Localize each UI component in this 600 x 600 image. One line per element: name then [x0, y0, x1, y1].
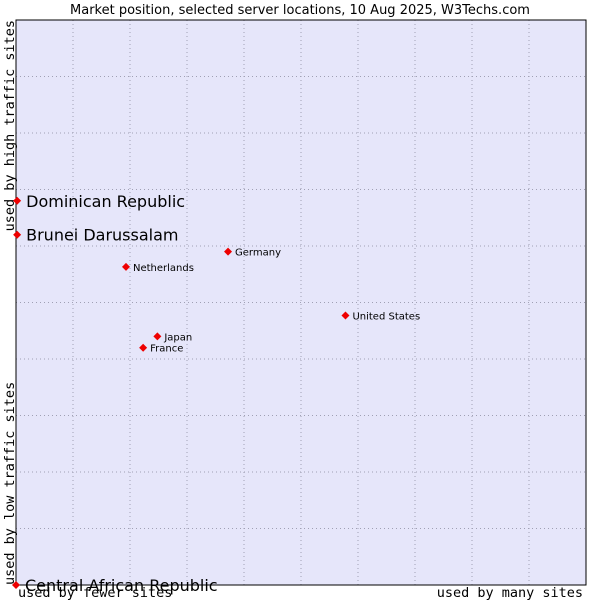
x-axis-label-low: used by fewer sites [18, 585, 172, 600]
point-label-netherlands: Netherlands [133, 263, 194, 274]
point-label-central-african-republic: Central African Republic [25, 576, 218, 595]
y-axis-label-high: used by high traffic sites [2, 20, 18, 231]
chart-title: Market position, selected server locatio… [70, 3, 530, 18]
point-france [139, 343, 148, 352]
plot-frame [15, 19, 587, 586]
point-label-united-states: United States [352, 311, 420, 322]
y-axis-label-low: used by low traffic sites [2, 382, 18, 585]
point-central-african-republic [12, 581, 20, 589]
point-label-germany: Germany [235, 248, 281, 259]
data-points: Dominican Republic Brunei Darussalam Germa… [12, 192, 420, 595]
point-netherlands [122, 262, 131, 271]
point-japan [153, 332, 162, 341]
point-germany [224, 247, 233, 256]
point-united-states [341, 311, 350, 320]
x-axis-label-high: used by many sites [437, 585, 583, 600]
point-label-france: France [150, 344, 183, 355]
point-label-dominican-republic: Dominican Republic [26, 192, 185, 211]
point-label-brunei-darussalam: Brunei Darussalam [26, 226, 178, 245]
point-label-japan: Japan [163, 332, 192, 343]
grid-lines [16, 20, 586, 585]
point-dominican-republic [13, 196, 22, 205]
point-brunei-darussalam [13, 230, 22, 239]
